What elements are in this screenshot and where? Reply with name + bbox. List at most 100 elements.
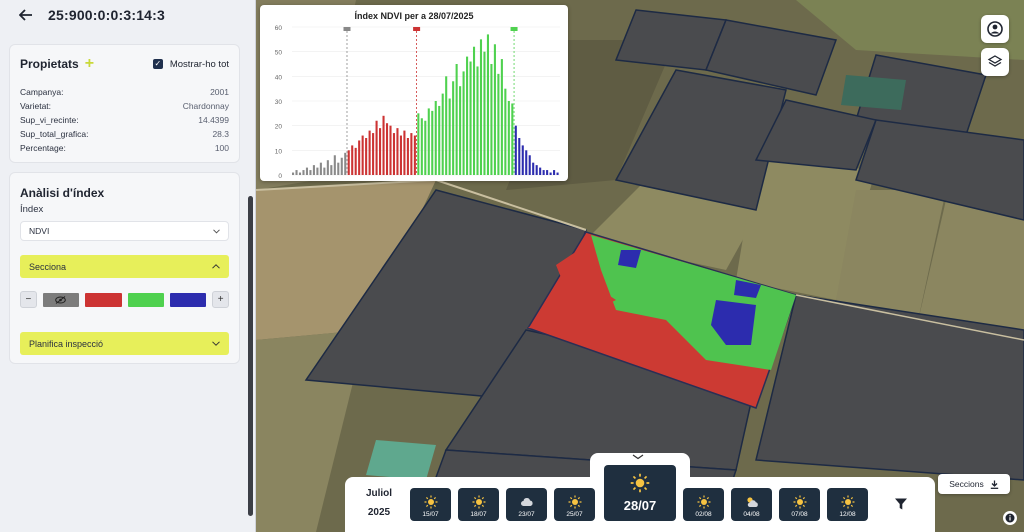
back-arrow-icon[interactable] bbox=[18, 7, 34, 23]
histogram-bar bbox=[546, 170, 549, 175]
date-item[interactable]: 25/07 bbox=[554, 488, 595, 521]
property-row: Sup_vi_recinte: 14.4399 bbox=[20, 113, 229, 127]
property-value: Chardonnay bbox=[182, 101, 229, 111]
histogram-bar bbox=[434, 101, 437, 175]
property-value: 28.3 bbox=[212, 129, 229, 139]
section-swatch-gray[interactable] bbox=[42, 292, 80, 307]
property-key: Sup_total_grafica: bbox=[20, 129, 89, 139]
date-label: 25/07 bbox=[566, 511, 583, 518]
histogram-bar bbox=[535, 165, 538, 175]
add-property-icon[interactable]: + bbox=[84, 55, 95, 72]
index-analysis-title: Anàlisi d'índex bbox=[20, 186, 105, 200]
histogram-bar bbox=[389, 125, 392, 175]
section-swatch-green[interactable] bbox=[127, 292, 164, 307]
histogram-bar bbox=[323, 167, 326, 175]
histogram-bar bbox=[312, 165, 315, 175]
sidebar-scrollbar[interactable] bbox=[248, 196, 253, 516]
sun-icon bbox=[472, 495, 485, 509]
histogram-bar bbox=[507, 101, 510, 175]
date-label: 07/08 bbox=[791, 511, 808, 518]
sections-download-button[interactable]: Seccions bbox=[938, 474, 1010, 494]
property-key: Percentage: bbox=[20, 143, 66, 153]
date-item[interactable]: 15/07 bbox=[410, 488, 451, 521]
plan-inspection-label: Planifica inspecció bbox=[29, 338, 104, 349]
histogram-bar bbox=[490, 64, 493, 175]
remove-section-button[interactable]: − bbox=[20, 291, 37, 308]
threshold-handle[interactable] bbox=[510, 27, 518, 31]
histogram-bar bbox=[392, 133, 396, 175]
section-swatch-blue[interactable] bbox=[169, 292, 207, 307]
layers-button[interactable] bbox=[981, 48, 1009, 76]
histogram-bar bbox=[424, 120, 427, 175]
info-icon bbox=[1005, 513, 1015, 523]
histogram-bar bbox=[420, 118, 423, 175]
ndvi-histogram[interactable]: 0 10 20 30 40 50 60 bbox=[260, 5, 568, 181]
map-terrain bbox=[256, 0, 1024, 532]
y-tick-label: 30 bbox=[275, 99, 283, 106]
histogram-bar bbox=[351, 145, 354, 175]
date-label: 23/07 bbox=[518, 511, 535, 518]
histogram-bar bbox=[542, 170, 545, 175]
sun-icon bbox=[841, 495, 854, 509]
property-row: Varietat: Chardonnay bbox=[20, 99, 229, 113]
date-item[interactable]: 23/07 bbox=[506, 488, 547, 521]
sidebar: 25:900:0:0:3:14:3 Propietats + ✓ Mostrar… bbox=[0, 0, 256, 532]
histogram-bar bbox=[385, 123, 389, 175]
threshold-handle[interactable] bbox=[343, 27, 351, 31]
selected-date-item[interactable]: 28/07 bbox=[604, 465, 676, 521]
histogram-bar bbox=[525, 150, 528, 175]
histogram-bar bbox=[298, 172, 302, 175]
chevron-down-icon bbox=[212, 341, 220, 346]
histogram-bar bbox=[292, 172, 295, 175]
show-all-toggle[interactable]: ✓ Mostrar-ho tot bbox=[152, 59, 229, 70]
y-tick-label: 0 bbox=[278, 173, 282, 180]
show-all-checkbox[interactable]: ✓ bbox=[152, 59, 163, 69]
info-button[interactable] bbox=[1003, 511, 1017, 525]
histogram-bar bbox=[476, 66, 479, 175]
plan-inspection-accordion[interactable]: Planifica inspecció bbox=[20, 332, 229, 355]
sun-icon bbox=[697, 495, 710, 509]
add-section-button[interactable]: + bbox=[212, 291, 229, 308]
histogram-bar bbox=[295, 170, 298, 175]
section-accordion[interactable]: Secciona bbox=[20, 255, 229, 278]
histogram-bar bbox=[354, 147, 357, 175]
histogram-bar bbox=[396, 128, 399, 175]
section-swatch-red[interactable] bbox=[85, 292, 122, 307]
property-key: Sup_vi_recinte: bbox=[20, 115, 79, 125]
properties-card: Propietats + ✓ Mostrar-ho tot Campanya: 2… bbox=[9, 44, 240, 163]
histogram-bar bbox=[528, 155, 531, 175]
sun-icon bbox=[424, 495, 437, 509]
satellite-map[interactable] bbox=[256, 0, 1024, 532]
threshold-handle[interactable] bbox=[413, 27, 421, 31]
histogram-bar bbox=[316, 167, 319, 175]
histogram-bar bbox=[455, 64, 458, 175]
histogram-bar bbox=[497, 73, 500, 175]
histogram-bar bbox=[382, 115, 385, 175]
histogram-bar bbox=[441, 93, 444, 175]
filter-button[interactable] bbox=[890, 493, 912, 515]
histogram-bar bbox=[305, 167, 309, 175]
histogram-bar bbox=[330, 165, 333, 175]
histogram-bar bbox=[469, 61, 472, 175]
user-account-button[interactable] bbox=[981, 15, 1009, 43]
y-tick-label: 40 bbox=[275, 74, 283, 81]
collapse-chevron-icon[interactable] bbox=[632, 452, 644, 463]
histogram-bar bbox=[309, 170, 312, 175]
histogram-bar bbox=[399, 135, 402, 175]
y-tick-label: 50 bbox=[275, 50, 283, 57]
histogram-bar bbox=[368, 130, 371, 175]
user-icon bbox=[987, 21, 1003, 37]
chevron-up-icon bbox=[212, 264, 220, 269]
histogram-bar bbox=[445, 76, 448, 175]
histogram-bar bbox=[410, 133, 413, 175]
date-item[interactable]: 18/07 bbox=[458, 488, 499, 521]
histogram-bar bbox=[347, 150, 350, 175]
eye-off-icon bbox=[55, 295, 67, 304]
histogram-bar bbox=[413, 135, 416, 175]
year-name: 2025 bbox=[367, 507, 391, 518]
date-item[interactable]: 04/08 bbox=[731, 488, 772, 521]
date-item[interactable]: 02/08 bbox=[683, 488, 724, 521]
date-item[interactable]: 07/08 bbox=[779, 488, 820, 521]
date-item[interactable]: 12/08 bbox=[827, 488, 868, 521]
index-select[interactable]: NDVI bbox=[20, 221, 229, 241]
